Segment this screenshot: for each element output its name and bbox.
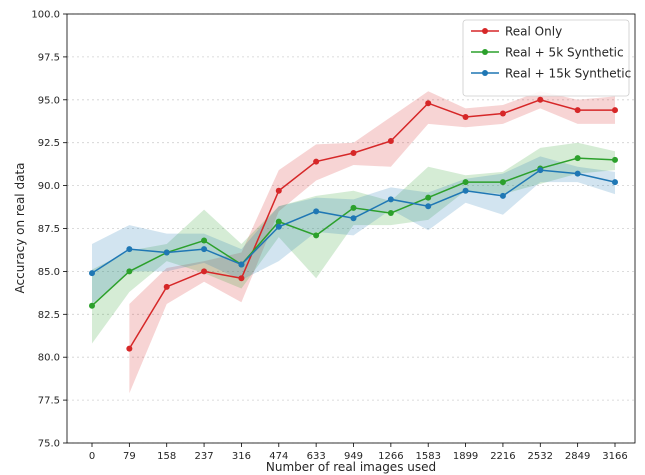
data-point [499, 179, 506, 186]
x-tick-label: 0 [89, 451, 95, 462]
y-axis-label: Accuracy on real data [13, 163, 27, 294]
data-point [201, 237, 208, 244]
confidence-bands [92, 91, 615, 394]
data-point [163, 249, 170, 256]
x-tick-label: 2849 [565, 451, 590, 462]
x-tick-label: 79 [123, 451, 136, 462]
data-point [387, 196, 394, 203]
data-point [462, 179, 469, 186]
data-point [425, 203, 432, 210]
legend-box [462, 19, 630, 97]
series-line-0 [128, 99, 615, 350]
data-point [238, 275, 245, 282]
data-point [350, 149, 357, 156]
y-tick-label: 97.5 [38, 52, 60, 63]
data-point [574, 170, 581, 177]
y-tick-label: 75.0 [38, 439, 60, 450]
data-point [201, 268, 208, 275]
data-point [126, 345, 133, 352]
data-point [126, 268, 133, 275]
x-tick-label: 3166 [602, 451, 627, 462]
y-tick-label: 82.5 [38, 310, 60, 321]
legend-label: Real Only [505, 25, 562, 39]
legend-swatch-marker [482, 49, 488, 55]
y-tick-label: 90.0 [38, 181, 60, 192]
legend-label: Real + 5k Synthetic [505, 46, 624, 60]
x-tick-label: 1266 [378, 451, 403, 462]
data-point [89, 302, 95, 309]
data-point [499, 192, 506, 199]
x-tick-label: 316 [232, 451, 251, 462]
y-tick-label: 92.5 [38, 138, 60, 149]
y-tick-label: 87.5 [38, 224, 60, 235]
y-tick-label: 77.5 [38, 396, 60, 407]
data-point [537, 167, 544, 174]
data-point [574, 107, 581, 114]
legend-swatch-marker [482, 28, 488, 34]
data-point [574, 155, 581, 162]
x-tick-label: 2216 [490, 451, 515, 462]
confidence-band-0 [129, 91, 615, 394]
data-point [275, 187, 282, 194]
data-point [238, 261, 245, 268]
y-tick-label: 85.0 [38, 267, 60, 278]
x-tick-label: 158 [157, 451, 176, 462]
data-point [499, 110, 506, 117]
data-point [89, 270, 95, 277]
data-point [313, 232, 320, 239]
data-point [612, 179, 618, 186]
x-tick-label: 474 [269, 451, 288, 462]
data-point [350, 204, 357, 211]
x-tick-label: 2532 [528, 451, 553, 462]
data-point [462, 113, 469, 120]
data-point [313, 208, 320, 215]
series-points [89, 96, 618, 352]
data-point [350, 215, 357, 222]
legend-swatch-marker [482, 70, 488, 76]
x-tick-label: 1899 [453, 451, 478, 462]
x-axis-label: Number of real images used [266, 460, 436, 474]
data-point [425, 100, 432, 107]
data-point [462, 187, 469, 194]
y-axis-ticks: 75.0 77.5 80.0 82.5 85.0 87.5 90.0 92.5 95.0 97.5… [31, 10, 67, 450]
data-point [537, 96, 544, 103]
x-tick-label: 949 [344, 451, 363, 462]
data-point [313, 158, 320, 165]
x-tick-label: 1583 [415, 451, 440, 462]
x-tick-label: 633 [307, 451, 326, 462]
data-point [387, 137, 394, 144]
y-tick-label: 80.0 [38, 353, 60, 364]
data-point [126, 246, 133, 253]
data-point [387, 210, 394, 217]
data-point [163, 283, 170, 290]
legend-label: Real + 15k Synthetic [505, 67, 631, 81]
data-point [425, 194, 432, 201]
legend: Real Only Real + 5k Synthetic Real + 15k S… [462, 19, 631, 97]
data-point [612, 156, 618, 163]
y-tick-label: 95.0 [38, 95, 60, 106]
x-axis-ticks: 0 79 158 237 316 474 633 949 1266 1583 1899 2216 253… [89, 443, 628, 462]
data-point [612, 107, 618, 114]
data-point [201, 246, 208, 253]
data-point [275, 223, 282, 230]
x-tick-label: 237 [195, 451, 214, 462]
data-point [275, 218, 282, 225]
y-tick-label: 100.0 [31, 10, 60, 21]
